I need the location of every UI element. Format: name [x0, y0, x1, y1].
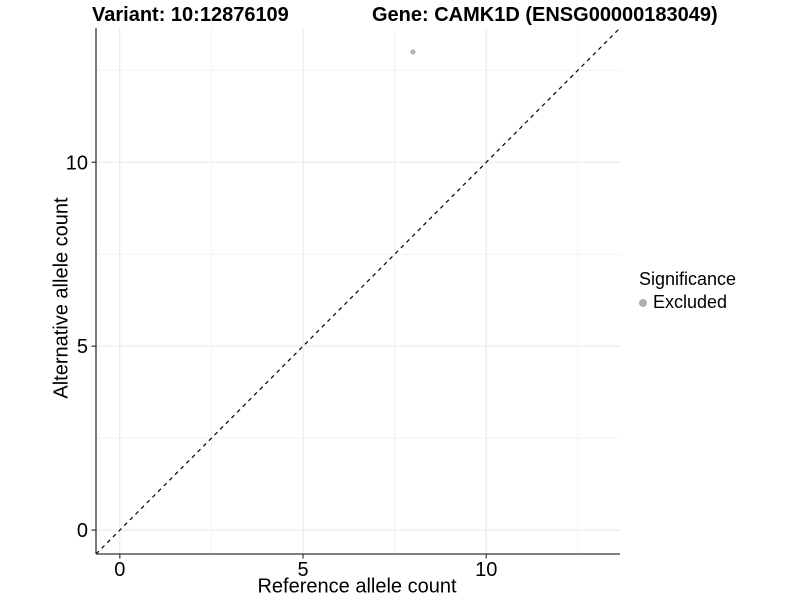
legend-item-label: Excluded [653, 292, 728, 312]
x-tick-label: 10 [475, 559, 497, 581]
y-tick-label: 5 [77, 336, 88, 358]
x-tick-label: 0 [114, 559, 125, 581]
y-tick-label: 10 [66, 152, 88, 174]
y-tick-label: 0 [77, 520, 88, 542]
x-axis-label: Reference allele count [257, 575, 457, 598]
legend: Significance Excluded [639, 270, 736, 313]
x-tick-label: 5 [297, 559, 308, 581]
variant-title: Variant: 10:12876109 [92, 4, 289, 26]
gene-title: Gene: CAMK1D (ENSG00000183049) [372, 4, 718, 26]
legend-title: Significance [639, 269, 737, 289]
legend-item-excluded: Excluded [639, 292, 736, 313]
data-point-excluded [410, 49, 416, 55]
identity-line [95, 27, 621, 555]
legend-point-icon [639, 298, 647, 307]
